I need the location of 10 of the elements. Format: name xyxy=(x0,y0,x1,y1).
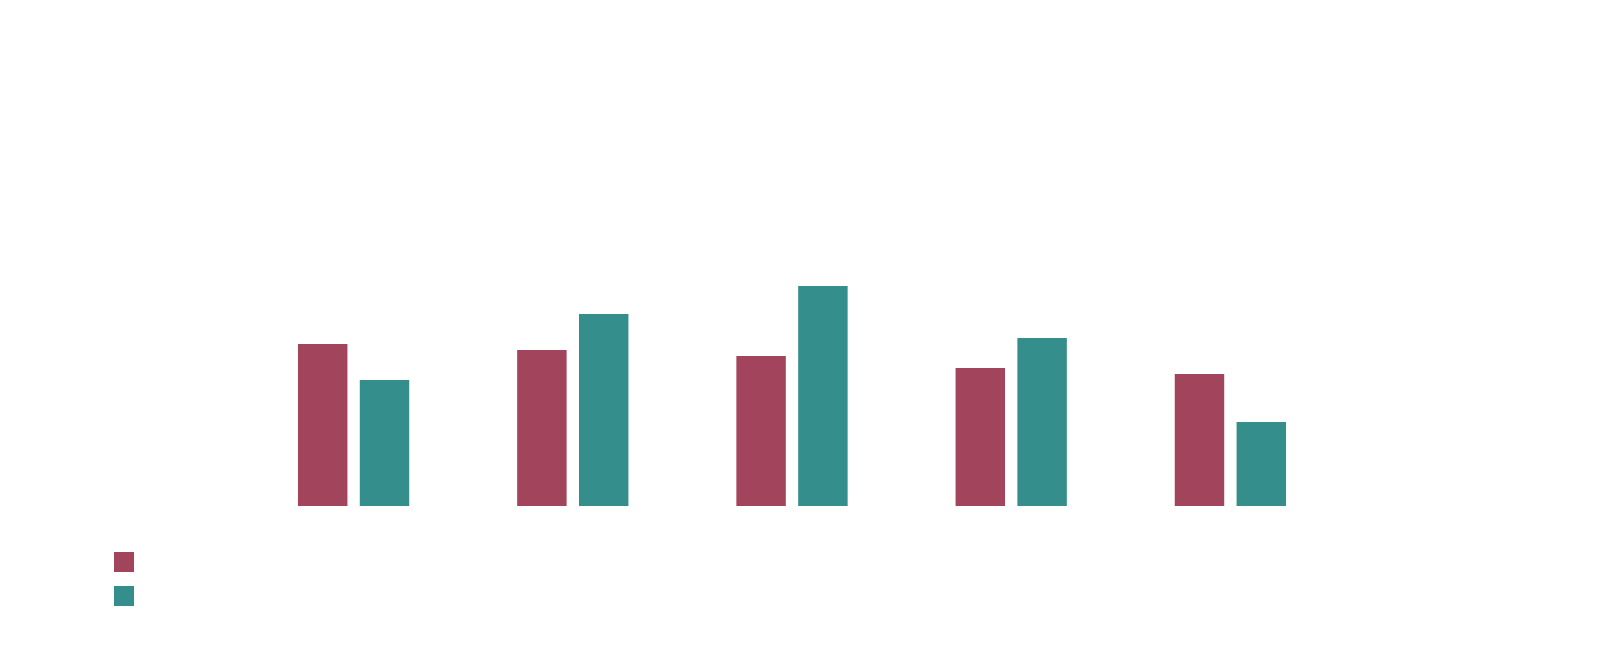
bar xyxy=(1236,421,1287,506)
bar xyxy=(359,379,410,506)
bar xyxy=(736,355,786,506)
bar xyxy=(297,344,348,506)
bar xyxy=(1017,337,1067,506)
bar xyxy=(955,368,1006,506)
bar xyxy=(798,286,848,506)
bar xyxy=(578,313,629,506)
bar xyxy=(1174,374,1225,506)
bar xyxy=(517,350,567,506)
